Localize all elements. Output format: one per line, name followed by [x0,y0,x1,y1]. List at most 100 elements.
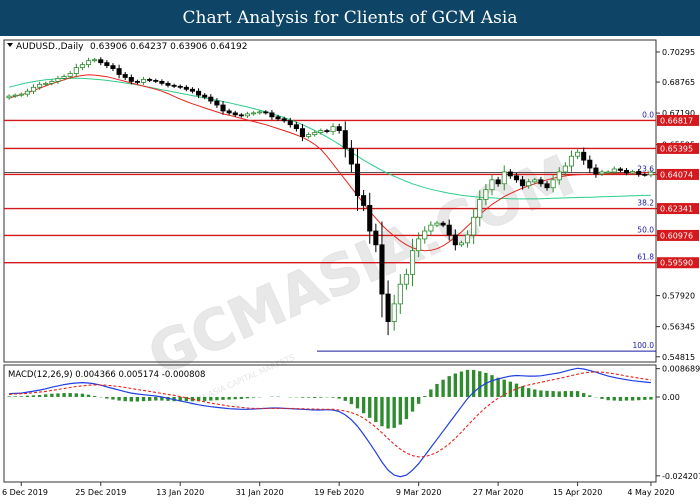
macd-panel [3,364,657,483]
candle-body [232,112,238,116]
level-price-box [657,168,699,180]
fib-label: 0.0 [642,110,654,119]
candle-body [471,216,477,236]
candle-body [630,171,636,174]
level-price-label: 0.62341 [660,205,693,214]
fib-label: 100.0 [633,341,655,350]
candle-body [446,224,452,236]
candle-body [293,124,299,130]
level-price-box [657,114,699,126]
candle-body [196,90,202,96]
candle-body [49,80,55,84]
candle-body [12,94,18,97]
candle-body [336,126,342,132]
candle-body [452,234,458,246]
candle-body [128,77,134,82]
candle-body [422,230,428,240]
candle-body [287,120,293,126]
banner-title: Chart Analysis for Clients of GCM Asia [0,0,700,36]
candle-body [428,224,434,232]
candle-body [648,171,654,176]
candle-body [116,68,122,75]
collapse-triangle-icon[interactable] [7,43,13,47]
candle-body [416,238,422,252]
fib-label: 38.2 [637,199,654,208]
candle-body [110,65,116,69]
time-axis: 6 Dec 2019 25 Dec 2019 13 Jan 2020 31 Jan 2… [2,482,674,497]
candle-body [202,94,208,98]
candle-body [263,111,269,114]
candle-body [281,118,287,122]
candle-body [43,82,49,85]
ma-slow-line [8,77,651,200]
candle-body [318,130,324,133]
candle-body [501,171,507,185]
price-tick-label: 0.54815 [662,353,695,362]
candle-body [397,283,403,305]
ma-fast-line [8,74,651,252]
candle-body [587,159,593,169]
candle-body [403,273,409,285]
candle-body [581,151,587,161]
candle-body [379,244,385,295]
candle-body [18,93,24,96]
time-tick-label: 31 Jan 2020 [236,488,284,497]
candle-body [568,155,575,167]
candle-body [269,112,275,118]
candle-body [361,195,367,206]
level-price-box [657,229,699,241]
candle-body [226,110,232,114]
watermark: GCMASIA.COM GCM ASIA CAPITAL MARKETS [139,143,584,408]
candle-body [562,165,568,173]
candle-body [526,181,532,187]
candle-body [73,67,79,74]
fib-label: 50.0 [637,225,654,234]
candle-body [611,168,617,173]
macd-axis: 0.008689 0.00 -0.024207 [656,365,700,481]
candle-body [79,64,85,68]
candle-body [165,82,171,86]
fib-label: 23.6 [637,164,654,173]
time-tick-label: 13 Jan 2020 [156,488,204,497]
level-price-box [657,257,699,269]
candle-body [189,88,195,92]
candle-body [257,111,263,114]
candle-body [299,128,306,137]
symbol-label: AUDUSD.,Daily [16,42,84,52]
time-tick-label: 27 Mar 2020 [473,488,524,497]
horizontal-levels: 0.66817 0.0 0.65395 0.64074 23.6 0.62341 38.2 0… [4,110,699,352]
candle-body [30,86,37,92]
macd-label: MACD(12,26,9) 0.004366 0.005174 -0.00080… [8,370,205,380]
candle-body [183,86,189,90]
macd-tick-label: 0.00 [662,393,680,402]
level-price-label: 0.66817 [660,116,693,125]
candle-body [642,173,648,176]
chart-svg: GCMASIA.COM GCM ASIA CAPITAL MARKETS AUD… [2,39,700,497]
price-tick-label: 0.56345 [662,323,695,332]
candle-body [214,100,220,106]
candle-body [61,76,67,79]
candle-body [37,83,43,88]
candle-body [342,130,348,149]
candle-body [251,112,257,115]
ohlc-label: 0.63906 0.64237 0.63906 0.64192 [90,42,247,52]
time-tick-label: 4 May 2020 [627,488,674,497]
candle-body [147,79,153,81]
candle-body [623,169,630,174]
macd-line [9,367,651,478]
candle-body [599,171,605,175]
level-price-label: 0.65395 [660,144,693,153]
candle-body [153,79,159,82]
macd-tick-label: 0.008689 [662,365,700,374]
candle-body [520,179,526,187]
candle-body [55,78,61,82]
candle-body [367,205,373,232]
level-price-label: 0.64074 [660,170,693,179]
candle-body [593,167,599,175]
candle-body [238,114,244,117]
price-panel [3,39,657,363]
candle-body [24,90,30,95]
candle-body [513,175,519,181]
chart-frame: GCMASIA.COM GCM ASIA CAPITAL MARKETS AUD… [0,36,700,500]
candle-body [617,168,623,171]
